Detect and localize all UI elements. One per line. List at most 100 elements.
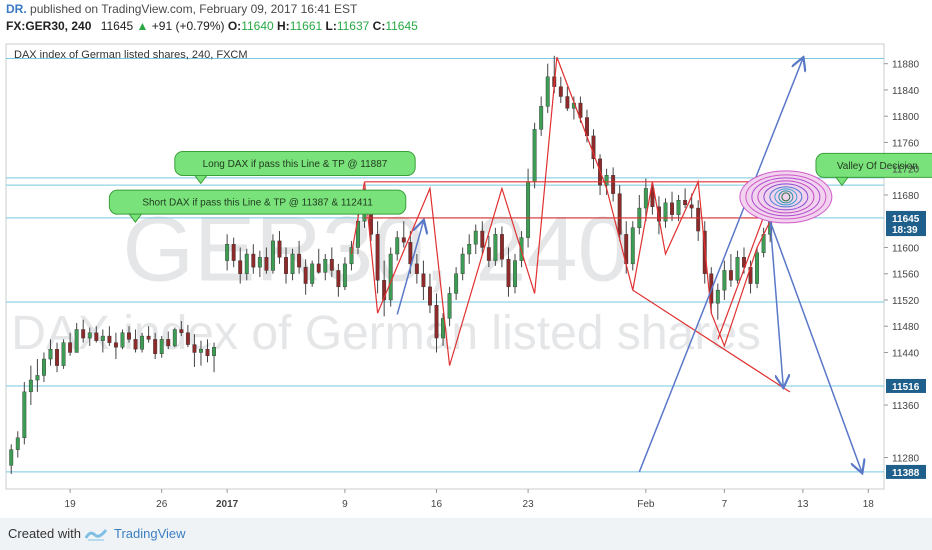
candle-down bbox=[107, 335, 112, 343]
candle-up bbox=[342, 263, 347, 288]
candle-down bbox=[728, 270, 733, 281]
fib-circle-ring bbox=[745, 174, 827, 220]
y-tick-label: 11800 bbox=[892, 112, 920, 123]
price-tag-label: 18:39 bbox=[892, 225, 918, 236]
high-value: 11661 bbox=[289, 19, 323, 33]
candle-down bbox=[591, 135, 596, 160]
candle-down bbox=[179, 329, 184, 333]
tradingview-brand-link[interactable]: TradingView bbox=[114, 526, 186, 541]
y-tick-label: 11760 bbox=[892, 138, 920, 149]
watermark-description: DAX index of German listed shares bbox=[11, 307, 761, 360]
candle-up bbox=[532, 129, 537, 183]
candle-down bbox=[277, 240, 282, 258]
candle-up bbox=[493, 234, 498, 261]
high-label: H: bbox=[277, 19, 290, 33]
note-box bbox=[108, 189, 407, 215]
note-box bbox=[815, 152, 932, 178]
candle-down bbox=[94, 332, 99, 341]
candle-down bbox=[284, 257, 288, 274]
candle-down bbox=[375, 234, 380, 281]
y-tick-label: 11680 bbox=[892, 191, 920, 202]
y-tick-label: 11880 bbox=[892, 60, 920, 71]
x-tick-label: 18 bbox=[863, 499, 875, 510]
x-tick-label: 13 bbox=[797, 499, 809, 510]
candle-up bbox=[755, 252, 760, 284]
price-chart[interactable]: GER30, 240 DAX index of German listed sha… bbox=[0, 40, 932, 517]
candle-up bbox=[159, 339, 164, 354]
candle-up bbox=[722, 270, 727, 291]
candle-down bbox=[480, 230, 485, 248]
price-tag-box bbox=[886, 464, 926, 479]
fib-circle-ring bbox=[751, 177, 821, 217]
fib-circle-ring bbox=[757, 180, 815, 214]
y-tick-label: 11840 bbox=[892, 86, 920, 97]
candle-up bbox=[454, 273, 459, 294]
fib-circle-ring bbox=[774, 188, 798, 206]
price-tag-label: 11645 bbox=[892, 214, 920, 225]
price-tag-box bbox=[886, 378, 926, 393]
candle-down bbox=[329, 259, 334, 271]
note-callout: Short DAX if pass this Line & TP @ 11387… bbox=[108, 189, 407, 224]
price-tag-label: 11516 bbox=[892, 382, 920, 393]
created-with-text: Created with bbox=[8, 526, 81, 541]
candle-up bbox=[199, 348, 203, 353]
tradingview-logo-icon[interactable] bbox=[84, 526, 108, 542]
candle-down bbox=[683, 200, 688, 206]
y-tick-label: 11720 bbox=[892, 165, 920, 176]
x-tick-label: 16 bbox=[431, 499, 443, 510]
candle-up bbox=[447, 293, 452, 319]
note-pointer bbox=[128, 213, 143, 224]
candle-up bbox=[270, 240, 275, 271]
x-tick-label: Feb bbox=[637, 499, 655, 510]
candle-up bbox=[663, 202, 668, 222]
candle-down bbox=[68, 342, 73, 353]
author-name[interactable]: DR. bbox=[6, 2, 27, 16]
candle-down bbox=[434, 305, 439, 339]
candle-down bbox=[185, 332, 190, 345]
candle-down bbox=[617, 193, 622, 235]
symbol-label[interactable]: FX:GER30, 240 bbox=[6, 19, 92, 33]
candle-down bbox=[565, 96, 570, 109]
candle-up bbox=[388, 253, 393, 301]
note-pointer bbox=[193, 174, 208, 185]
candle-down bbox=[251, 253, 256, 268]
candle-up bbox=[22, 391, 27, 439]
y-tick-label: 11480 bbox=[892, 322, 920, 333]
candle-down bbox=[696, 207, 701, 232]
y-tick-label: 11560 bbox=[892, 270, 920, 281]
candle-down bbox=[414, 263, 419, 274]
x-tick-label: 23 bbox=[523, 499, 535, 510]
candle-up bbox=[513, 260, 517, 288]
candle-up bbox=[9, 449, 14, 466]
change-up-icon: ▲ bbox=[136, 19, 149, 33]
candle-up bbox=[643, 188, 648, 209]
candle-down bbox=[486, 247, 491, 261]
chart-area[interactable]: GER30, 240 DAX index of German listed sha… bbox=[0, 40, 932, 517]
candle-up bbox=[48, 348, 53, 360]
x-tick-label: 2017 bbox=[216, 499, 239, 510]
candle-up bbox=[74, 329, 79, 353]
candle-down bbox=[205, 348, 210, 356]
candle-down bbox=[670, 202, 674, 215]
price-change: +91 (+0.79%) bbox=[151, 19, 225, 33]
candle-down bbox=[742, 257, 746, 268]
candle-down bbox=[316, 263, 321, 273]
y-tick-label: 11600 bbox=[892, 243, 920, 254]
candle-up bbox=[172, 329, 177, 347]
published-text: published on TradingView.com, February 0… bbox=[30, 2, 358, 16]
candle-down bbox=[127, 332, 131, 340]
note-box bbox=[174, 150, 416, 176]
candle-up bbox=[323, 259, 328, 273]
candle-down bbox=[264, 257, 269, 271]
watermark-symbol: GER30, 240 bbox=[122, 198, 628, 300]
candle-down bbox=[238, 260, 243, 274]
candle-down bbox=[55, 348, 59, 366]
open-label: O: bbox=[227, 19, 242, 33]
price-tag-label: 11388 bbox=[892, 468, 920, 479]
symbol-info-bar: FX:GER30, 240 11645 ▲ +91 (+0.79%) O:116… bbox=[6, 19, 418, 35]
candle-up bbox=[473, 230, 478, 245]
note-pointer bbox=[834, 176, 849, 187]
x-tick-label: 9 bbox=[342, 499, 348, 510]
candle-down bbox=[303, 266, 308, 284]
blue-arrow-line bbox=[769, 221, 783, 386]
